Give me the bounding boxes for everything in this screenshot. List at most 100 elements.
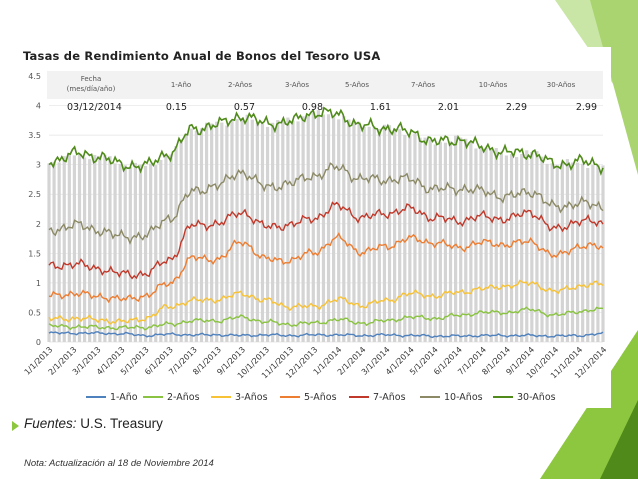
value-bar <box>108 156 112 342</box>
value-bar <box>367 126 371 343</box>
value-bar <box>454 135 458 342</box>
value-bar <box>265 126 270 343</box>
value-bar <box>235 119 239 342</box>
value-bar <box>393 128 397 342</box>
value-bar <box>123 165 127 342</box>
table-value-cell: 0.57 <box>234 102 255 113</box>
value-bar <box>245 114 249 343</box>
value-bar <box>113 163 117 342</box>
value-bar <box>103 155 107 342</box>
value-bar <box>352 121 356 343</box>
value-bar <box>204 122 209 342</box>
legend-label: 5-Años <box>304 392 337 403</box>
value-bar <box>479 147 483 342</box>
value-bar <box>291 120 295 343</box>
value-bar <box>601 165 605 342</box>
value-bar <box>199 128 204 342</box>
value-bar <box>286 117 290 342</box>
value-bar <box>362 126 366 343</box>
value-bar <box>67 152 71 342</box>
chart-title: Tasas de Rendimiento Anual de Bonos del … <box>23 49 381 63</box>
value-bar <box>93 155 97 342</box>
value-bar <box>591 164 595 342</box>
value-bar <box>484 147 488 342</box>
value-bar <box>316 110 320 343</box>
y-tick-label: 4.5 <box>28 72 41 81</box>
value-bar <box>550 163 554 342</box>
value-bar <box>586 167 590 342</box>
value-bar <box>342 116 346 342</box>
value-bar <box>565 159 570 342</box>
value-bar <box>189 128 193 342</box>
table-header-cell: 3-Años <box>285 81 309 89</box>
value-bar <box>332 116 336 343</box>
value-bar <box>77 153 82 342</box>
value-bar <box>169 154 173 342</box>
value-bar <box>459 137 463 342</box>
value-bar <box>570 162 575 342</box>
value-bar <box>596 164 600 342</box>
value-bar <box>530 151 534 342</box>
value-bar <box>184 134 188 342</box>
value-bar <box>311 112 315 342</box>
value-bar <box>398 129 402 342</box>
value-bars <box>47 110 605 343</box>
value-bar <box>514 157 519 342</box>
value-bar <box>281 120 285 342</box>
value-bar <box>220 122 224 343</box>
value-bar <box>128 167 132 342</box>
value-bar <box>372 126 376 343</box>
value-bar <box>276 120 280 342</box>
value-bar <box>230 120 234 342</box>
table-header-cell: 2-Años <box>228 81 252 89</box>
value-bar <box>337 119 341 342</box>
y-tick-label: 4 <box>36 102 41 111</box>
value-bar <box>469 141 473 342</box>
accent-triangle-mid <box>590 0 638 175</box>
y-axis: 0 0.5 1 1.5 2 2.5 3 3.5 4 4.5 <box>28 72 41 347</box>
value-bar <box>250 119 254 343</box>
value-bar <box>474 148 478 342</box>
value-bar <box>387 125 392 343</box>
value-bar <box>347 119 351 342</box>
value-bar <box>321 114 326 343</box>
series-line-7-Años <box>48 201 604 280</box>
chart: 0 0.5 1 1.5 2 2.5 3 3.5 4 4.5 1/1/20132/1/20133/1… <box>23 71 608 403</box>
value-bar <box>403 135 407 342</box>
value-bar <box>382 124 387 342</box>
value-bar <box>82 157 87 342</box>
value-bar <box>57 162 61 342</box>
value-bar <box>72 155 77 342</box>
value-bar <box>174 145 178 342</box>
value-bar <box>306 115 310 342</box>
series-line-3-Años <box>48 279 604 325</box>
value-bar <box>47 163 51 342</box>
y-tick-label: 2.5 <box>28 190 41 199</box>
value-bar <box>255 122 259 342</box>
value-bar <box>271 122 275 342</box>
value-bar <box>489 150 493 342</box>
value-bar <box>210 123 214 342</box>
table-header-cell: 1-Año <box>171 81 191 89</box>
value-bar <box>499 152 503 342</box>
legend: 1-Año 2-Años 3-Años 5-Años 7-Años 10-Años 30-A… <box>86 392 556 403</box>
value-bar <box>194 130 198 342</box>
series-line-1-Año <box>48 331 604 339</box>
table-header-bg <box>47 71 603 99</box>
value-bar <box>62 156 66 342</box>
value-bar <box>138 164 143 342</box>
value-bar <box>377 128 381 342</box>
value-bar <box>581 163 585 342</box>
update-note: Nota: Actualización al 18 de Noviembre 2… <box>24 458 214 469</box>
value-bar <box>154 165 158 342</box>
bullet-triangle <box>12 421 19 431</box>
value-bar <box>448 141 453 342</box>
accent-triangle-deep <box>600 400 638 479</box>
y-tick-label: 0 <box>36 338 41 347</box>
table-header-cell: 5-Años <box>345 81 369 89</box>
value-bar <box>413 133 417 342</box>
value-bar <box>545 163 549 342</box>
legend-label: 1-Año <box>110 392 138 403</box>
y-tick-label: 1.5 <box>28 249 41 258</box>
